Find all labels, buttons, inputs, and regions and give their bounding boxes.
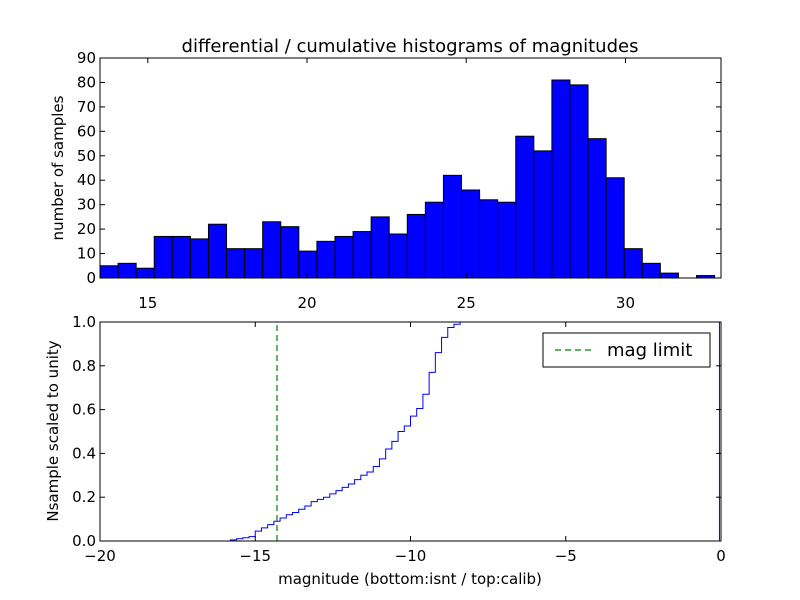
x-tick-label: −20 (84, 547, 116, 565)
histogram-bar (298, 250, 318, 279)
histogram-bar (370, 216, 390, 279)
cumulative-y-ticks: 0.0 0.2 0.4 0.6 0.8 1.0 (72, 313, 721, 550)
legend: mag limit (542, 332, 711, 368)
histogram-bar (316, 240, 336, 279)
histogram-bar (641, 262, 661, 279)
histogram-bar (117, 262, 137, 279)
y-tick-label: 0.4 (72, 444, 96, 462)
x-tick-label: 0 (716, 547, 726, 565)
histogram-bar (406, 213, 426, 279)
histogram-bar (515, 135, 535, 279)
histogram-bar (388, 233, 408, 279)
y-tick-label: 0 (86, 269, 96, 287)
histogram-y-axis-label: number of samples (49, 95, 67, 240)
y-tick-label: 1.0 (72, 313, 96, 331)
x-tick-label: 15 (138, 294, 157, 312)
y-tick-label: 0.8 (72, 357, 96, 375)
x-tick-label: 25 (457, 294, 476, 312)
x-tick-label: −10 (395, 547, 427, 565)
y-tick-label: 40 (77, 171, 96, 189)
histogram-bar (424, 201, 444, 279)
y-tick-label: 10 (77, 245, 96, 263)
y-tick-label: 0.6 (72, 401, 96, 419)
x-tick-label: −5 (555, 547, 577, 565)
y-tick-label: 30 (77, 196, 96, 214)
y-tick-label: 80 (77, 73, 96, 91)
histogram-bar (207, 223, 228, 279)
cumulative-x-axis-label: magnitude (bottom:isnt / top:calib) (278, 570, 542, 588)
x-tick-label: 20 (297, 294, 316, 312)
histogram-bar (334, 235, 354, 279)
x-tick-label: −15 (239, 547, 271, 565)
x-tick-label: 30 (616, 294, 635, 312)
histogram-bar (533, 150, 553, 279)
histogram-bar (189, 238, 209, 279)
histogram-bar (605, 177, 625, 279)
chart-title: differential / cumulative histograms of … (182, 36, 639, 57)
histogram-bar (280, 226, 300, 279)
histogram-x-ticks: 15 20 25 30 (138, 58, 635, 312)
y-tick-label: 90 (77, 49, 96, 67)
histogram-frame (99, 57, 722, 279)
histogram-bar (461, 189, 481, 279)
histogram-bars (99, 79, 716, 279)
cumulative-line (100, 322, 720, 541)
histogram-bar (623, 248, 643, 279)
y-tick-label: 0.2 (72, 488, 96, 506)
histogram-bar (442, 174, 463, 279)
histogram-bar (135, 267, 155, 279)
legend-label-mag-limit: mag limit (607, 340, 692, 361)
histogram-bar (171, 235, 191, 279)
histogram-bar (244, 248, 264, 279)
y-tick-label: 70 (77, 98, 96, 116)
histogram-bar (497, 201, 517, 279)
histogram-y-ticks: 0 10 20 30 40 50 60 70 80 90 (77, 49, 721, 287)
cumulative-panel: 0.0 0.2 0.4 0.6 0.8 1.0 −20 −15 −10 −5 0 magnitud… (44, 313, 726, 588)
histogram-bar (479, 199, 499, 279)
histogram-bar (569, 84, 589, 279)
y-tick-label: 20 (77, 220, 96, 238)
histogram-bar (551, 79, 571, 279)
y-tick-label: 0.0 (72, 532, 96, 550)
y-tick-label: 60 (77, 122, 96, 140)
histogram-panel: 0 10 20 30 40 50 60 70 80 90 15 20 25 30 differentia… (49, 36, 722, 312)
histogram-bar (226, 248, 246, 279)
cumulative-y-axis-label: Nsample scaled to unity (44, 340, 62, 521)
y-tick-label: 50 (77, 147, 96, 165)
cumulative-x-ticks: −20 −15 −10 −5 0 (84, 322, 726, 565)
histogram-bar (99, 265, 119, 279)
legend-box (542, 332, 711, 368)
histogram-bar (587, 138, 607, 279)
histogram-bar (352, 231, 372, 279)
histogram-bar (153, 235, 173, 279)
histogram-bar (262, 221, 282, 279)
histogram-bar (659, 272, 679, 279)
